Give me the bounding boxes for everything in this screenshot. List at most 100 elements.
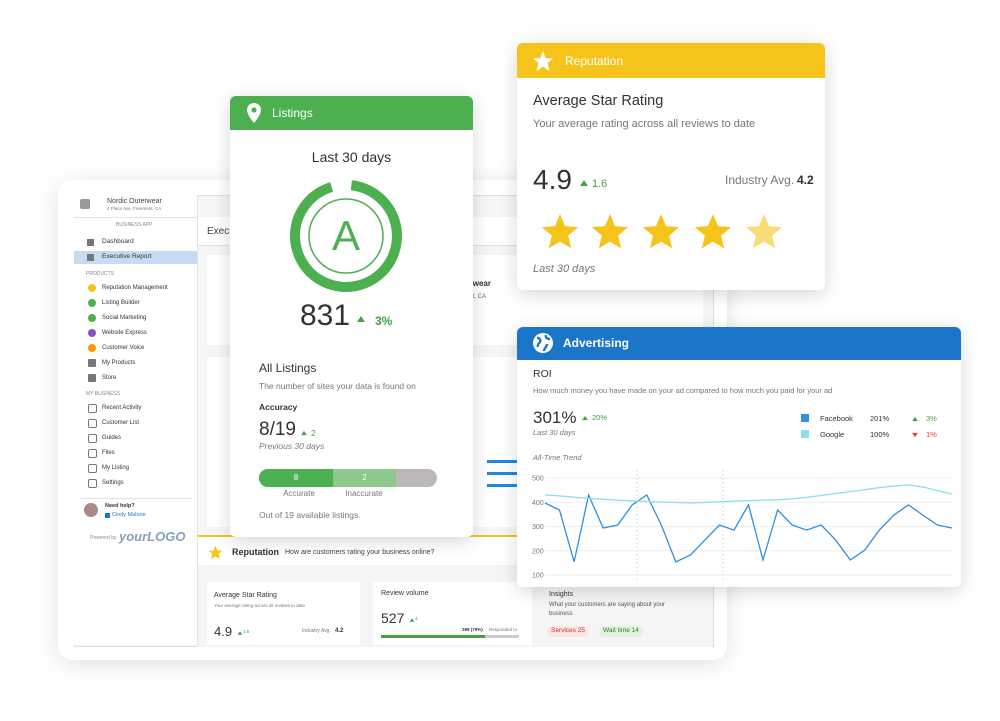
business-address: 4 Place Ave, Freemont, CA [107,206,162,211]
y-tick-label: 300 [532,524,544,531]
value: 301% [533,408,577,427]
mini-card [207,582,360,645]
rating: 4.9 [533,164,572,195]
product-item[interactable]: Social Marketing [102,315,147,321]
accuracy-period: Previous 30 days [259,441,325,451]
business-icon [88,449,97,458]
line [544,484,953,504]
card-title: Reputation [565,54,624,68]
card-title: Review volume [381,590,429,597]
powered-by: Powered by [90,535,117,541]
pin-icon [247,103,261,123]
stars [541,214,783,249]
up-arrow [409,618,415,622]
card-title: Insights [549,591,574,598]
description: How much money you have made on your ad … [533,386,833,395]
card-title: Average Star Rating [214,592,277,599]
product-item[interactable]: My Products [102,360,136,366]
change: 3% [375,314,393,328]
product-item[interactable]: Website Express [102,330,147,336]
up-arrow [301,430,307,436]
product-icon [88,329,96,337]
business-item[interactable]: Settings [102,480,124,486]
chart: 100 200 300 400 500 [532,470,953,581]
business-item[interactable]: Files [102,450,115,456]
volume-change: 4 [415,616,418,621]
business-item[interactable]: Customer List [102,420,140,426]
advertising-card: Advertising ROI How much money you have … [517,327,961,587]
card-description: Your average rating across all reviews t… [214,603,305,608]
industry-value: 4.2 [797,173,814,187]
industry-label: Industry Avg. [725,173,795,187]
help-title: Need help? [105,503,135,509]
business-icon [88,464,97,473]
tag[interactable]: Services 25 [547,626,589,637]
product-icon [88,299,96,307]
up-arrow [912,416,918,422]
bar-inaccurate [333,469,396,487]
product-icon [88,314,96,322]
description: Your average rating across all reviews t… [533,118,756,130]
bar-value: 2 [362,473,367,482]
star [591,214,629,249]
y-tick-label: 100 [532,573,544,580]
my-business-title: MY BUSINESS [86,391,121,397]
value: 831 [300,299,351,332]
star-icon [532,50,554,72]
tag[interactable]: Wait time 14 [599,626,643,637]
business-item[interactable]: My Listing [102,465,130,471]
line [544,492,953,563]
star [642,214,680,249]
progress-fill [381,635,485,638]
business-icon [88,479,97,488]
listings-card: Listings Last 30 days A 831 3% All Listi… [230,96,473,537]
accuracy-title: Accuracy [259,402,298,412]
footnote: Out of 19 available listings. [259,510,361,520]
product-item[interactable]: Reputation Management [102,285,168,291]
product-item[interactable]: Store [102,375,117,381]
metric: ROI [533,368,552,380]
legend-value: 100% [870,430,890,439]
business-item[interactable]: Recent Activity [102,405,142,411]
card-header [517,327,961,360]
sidebar-section: BUSINESS APP [116,222,153,228]
product-icon [88,374,96,382]
card-title: Listings [272,106,313,120]
business-item[interactable]: Guides [102,435,122,441]
rating: 4.9 [214,624,233,639]
product-item[interactable]: Listing Builder [102,300,140,306]
industry-label: Industry Avg. [302,628,331,634]
business-icon [88,404,97,413]
section-subtitle: How are customers rating your business o… [285,549,435,556]
volume: 527 [381,610,405,626]
nav-highlight [74,251,197,264]
legend-swatch [801,430,809,438]
section-title: All Listings [259,361,317,375]
up-arrow [580,180,588,186]
responded-label: Responded to [489,627,518,632]
accuracy-value: 8/19 [259,419,296,440]
reputation-card: Reputation Average Star Rating Your aver… [517,43,825,290]
progress [381,635,519,638]
product-item[interactable]: Customer Voice [102,345,145,351]
help-contact[interactable]: Cindy Malone [112,512,146,518]
heading: Average Star Rating [533,93,664,109]
mini-card [373,582,532,645]
legend-swatch [801,414,809,422]
y-tick-label: 400 [532,500,544,507]
divider [80,498,192,499]
bar-label: Accurate [283,489,315,498]
responded-value: 389 (75%) [462,627,483,632]
top-bar [74,195,197,218]
help-icon [105,513,110,518]
nav-item[interactable]: Executive Report [102,253,152,260]
period: Last 30 days [311,149,392,165]
grade-ring [290,180,402,292]
up-arrow [582,415,588,421]
product-icon [88,359,96,367]
period: Last 30 days [533,428,576,437]
nav-item[interactable]: Dashboard [102,238,134,245]
down-arrow [912,432,918,438]
